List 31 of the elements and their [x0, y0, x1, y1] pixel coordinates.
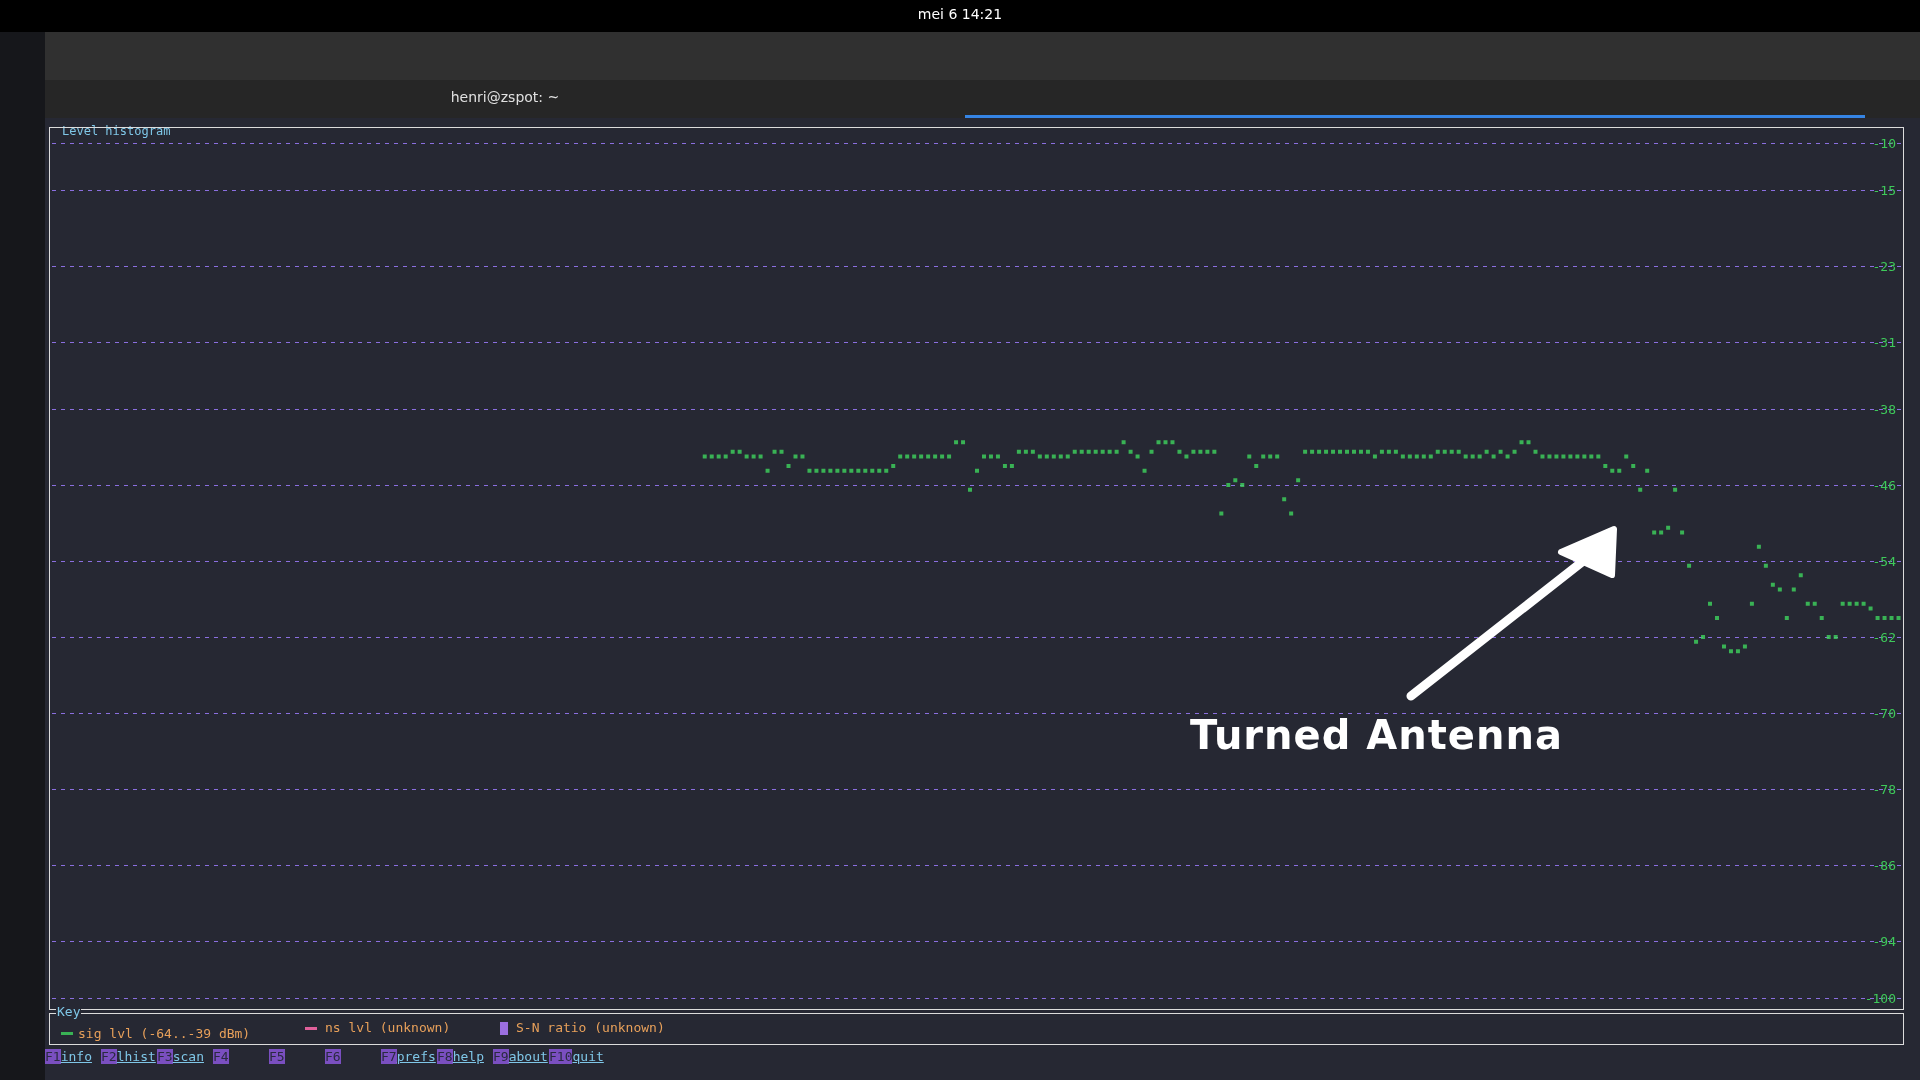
text: F1info: [45, 1049, 92, 1064]
text: F10quit: [549, 1049, 604, 1064]
y-tick-label: -38: [1872, 401, 1896, 417]
y-tick-label: -78: [1872, 781, 1896, 797]
text: F2lhist: [101, 1049, 156, 1064]
y-tick-label: -70: [1872, 705, 1896, 721]
text: S-N ratio (unknown): [515, 1020, 665, 1035]
y-tick-label: -54: [1872, 553, 1897, 569]
text: F7prefs: [381, 1049, 436, 1064]
text: F9about: [493, 1049, 548, 1064]
y-tick-label: -46: [1872, 477, 1896, 493]
y-tick-label: -62: [1872, 629, 1896, 645]
y-tick-label: -15: [1872, 183, 1896, 198]
text: ns lvl (unknown): [324, 1020, 451, 1035]
y-tick-label: -86: [1872, 857, 1896, 873]
text: F5: [269, 1049, 285, 1064]
text: Key: [56, 1004, 82, 1019]
y-tick-label: -100: [1864, 990, 1896, 1006]
text: mei 6 14:21: [916, 6, 1004, 22]
legend-label: sig lvl (-64..-39 dBm): [78, 1026, 251, 1041]
y-tick-label: -10: [1872, 135, 1896, 151]
text: F4: [213, 1049, 229, 1064]
y-tick-label: -23: [1872, 259, 1896, 274]
chart-title: Level histogram: [62, 124, 171, 138]
text: F6: [325, 1049, 341, 1064]
text: F8help: [437, 1049, 484, 1064]
annotation: Turned Antenna: [1190, 712, 1563, 758]
y-tick-label: -94: [1872, 933, 1897, 949]
y-tick-label: -31: [1872, 335, 1896, 350]
text: henri@zspot: ~: [449, 89, 561, 105]
text: F3scan: [157, 1049, 204, 1064]
